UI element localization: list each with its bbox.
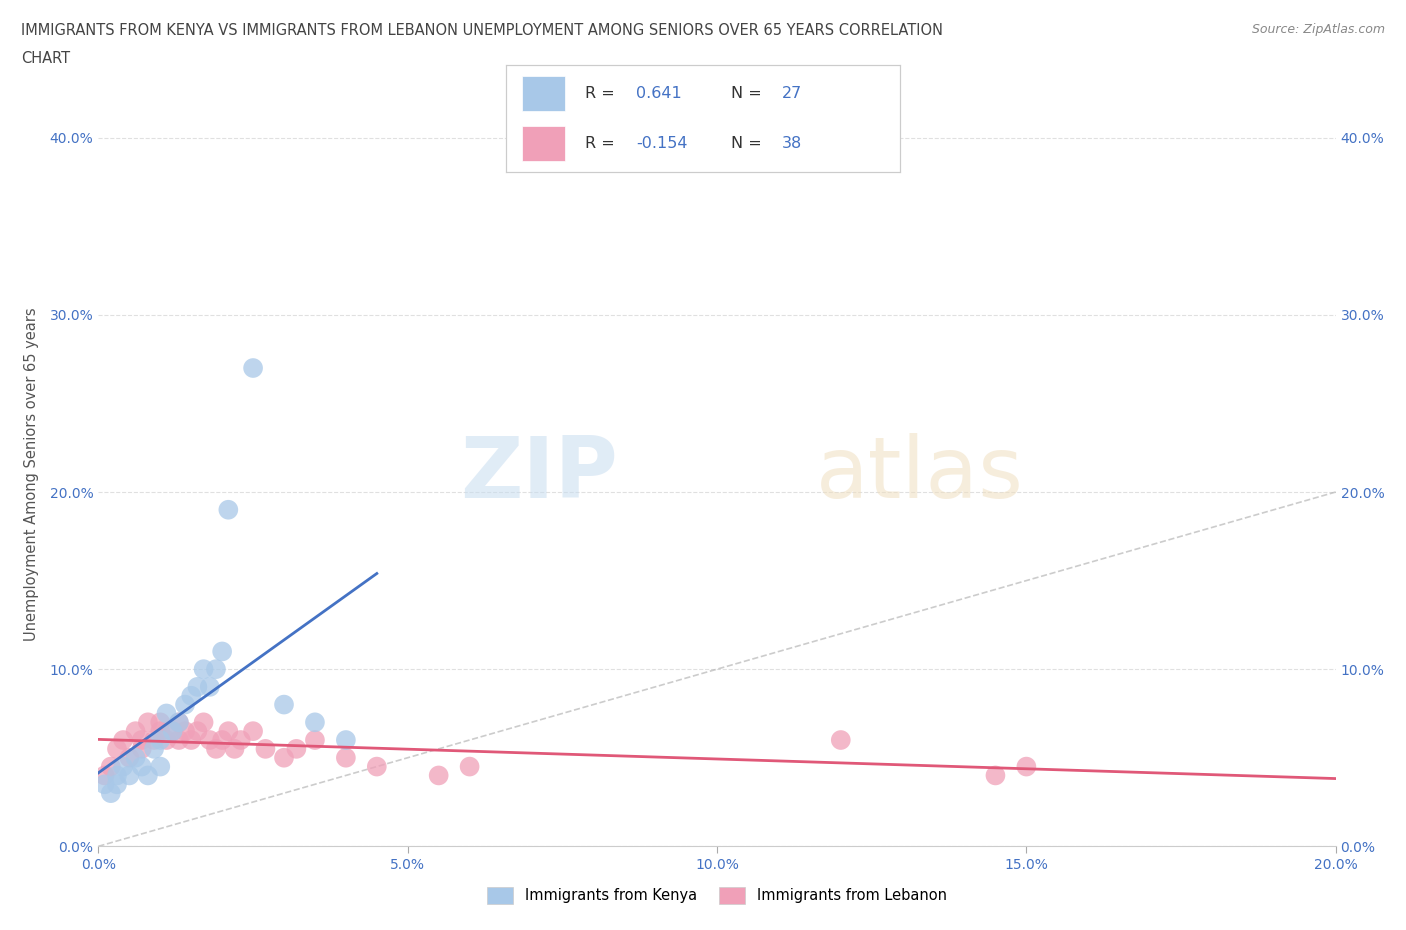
Point: [186, 680, 208, 695]
Point: [242, 724, 264, 738]
Point: [93, 777, 115, 791]
Point: [229, 733, 252, 748]
Point: [131, 741, 153, 756]
Text: 0.641: 0.641: [636, 86, 682, 101]
Point: [131, 733, 153, 748]
Point: [136, 715, 159, 730]
Point: [100, 759, 122, 774]
Text: R =: R =: [585, 136, 620, 152]
FancyBboxPatch shape: [522, 126, 565, 162]
Text: R =: R =: [585, 86, 620, 101]
Point: [155, 733, 177, 748]
Text: 38: 38: [782, 136, 801, 152]
Point: [112, 733, 135, 748]
Text: Source: ZipAtlas.com: Source: ZipAtlas.com: [1251, 23, 1385, 36]
Point: [366, 759, 388, 774]
Point: [458, 759, 481, 774]
Point: [143, 741, 166, 756]
Point: [1015, 759, 1038, 774]
Point: [273, 698, 295, 712]
Text: N =: N =: [731, 86, 766, 101]
Point: [143, 733, 166, 748]
Point: [205, 741, 228, 756]
Point: [273, 751, 295, 765]
Point: [105, 768, 128, 783]
Point: [205, 662, 228, 677]
Point: [162, 724, 184, 738]
Point: [118, 751, 141, 765]
Point: [242, 361, 264, 376]
Point: [180, 688, 202, 703]
Point: [118, 768, 141, 783]
FancyBboxPatch shape: [522, 76, 565, 111]
Point: [167, 715, 190, 730]
Text: ZIP: ZIP: [460, 432, 619, 516]
Legend: Immigrants from Kenya, Immigrants from Lebanon: Immigrants from Kenya, Immigrants from L…: [481, 882, 953, 910]
Text: 27: 27: [782, 86, 801, 101]
Point: [198, 680, 221, 695]
Point: [149, 724, 172, 738]
Text: atlas: atlas: [815, 432, 1024, 516]
Point: [198, 733, 221, 748]
Point: [149, 715, 172, 730]
Text: CHART: CHART: [21, 51, 70, 66]
Point: [211, 644, 233, 658]
Point: [335, 733, 357, 748]
Point: [254, 741, 277, 756]
Point: [167, 733, 190, 748]
Point: [162, 724, 184, 738]
Point: [224, 741, 246, 756]
Point: [304, 715, 326, 730]
Point: [186, 724, 208, 738]
Text: N =: N =: [731, 136, 766, 152]
Point: [193, 662, 215, 677]
Point: [105, 741, 128, 756]
Point: [149, 759, 172, 774]
Point: [984, 768, 1007, 783]
Point: [193, 715, 215, 730]
Point: [105, 777, 128, 791]
Point: [167, 715, 190, 730]
Text: -0.154: -0.154: [636, 136, 688, 152]
Point: [427, 768, 450, 783]
Text: IMMIGRANTS FROM KENYA VS IMMIGRANTS FROM LEBANON UNEMPLOYMENT AMONG SENIORS OVER: IMMIGRANTS FROM KENYA VS IMMIGRANTS FROM…: [21, 23, 943, 38]
Point: [285, 741, 308, 756]
Point: [149, 733, 172, 748]
Point: [93, 768, 115, 783]
Point: [131, 759, 153, 774]
Point: [174, 698, 197, 712]
Point: [124, 751, 146, 765]
Point: [217, 724, 239, 738]
Point: [112, 759, 135, 774]
Point: [100, 786, 122, 801]
Point: [304, 733, 326, 748]
Point: [211, 733, 233, 748]
Point: [136, 768, 159, 783]
Point: [174, 724, 197, 738]
Point: [124, 724, 146, 738]
Point: [335, 751, 357, 765]
Point: [217, 502, 239, 517]
Point: [155, 706, 177, 721]
Y-axis label: Unemployment Among Seniors over 65 years: Unemployment Among Seniors over 65 years: [24, 308, 38, 641]
Point: [830, 733, 852, 748]
Point: [180, 733, 202, 748]
